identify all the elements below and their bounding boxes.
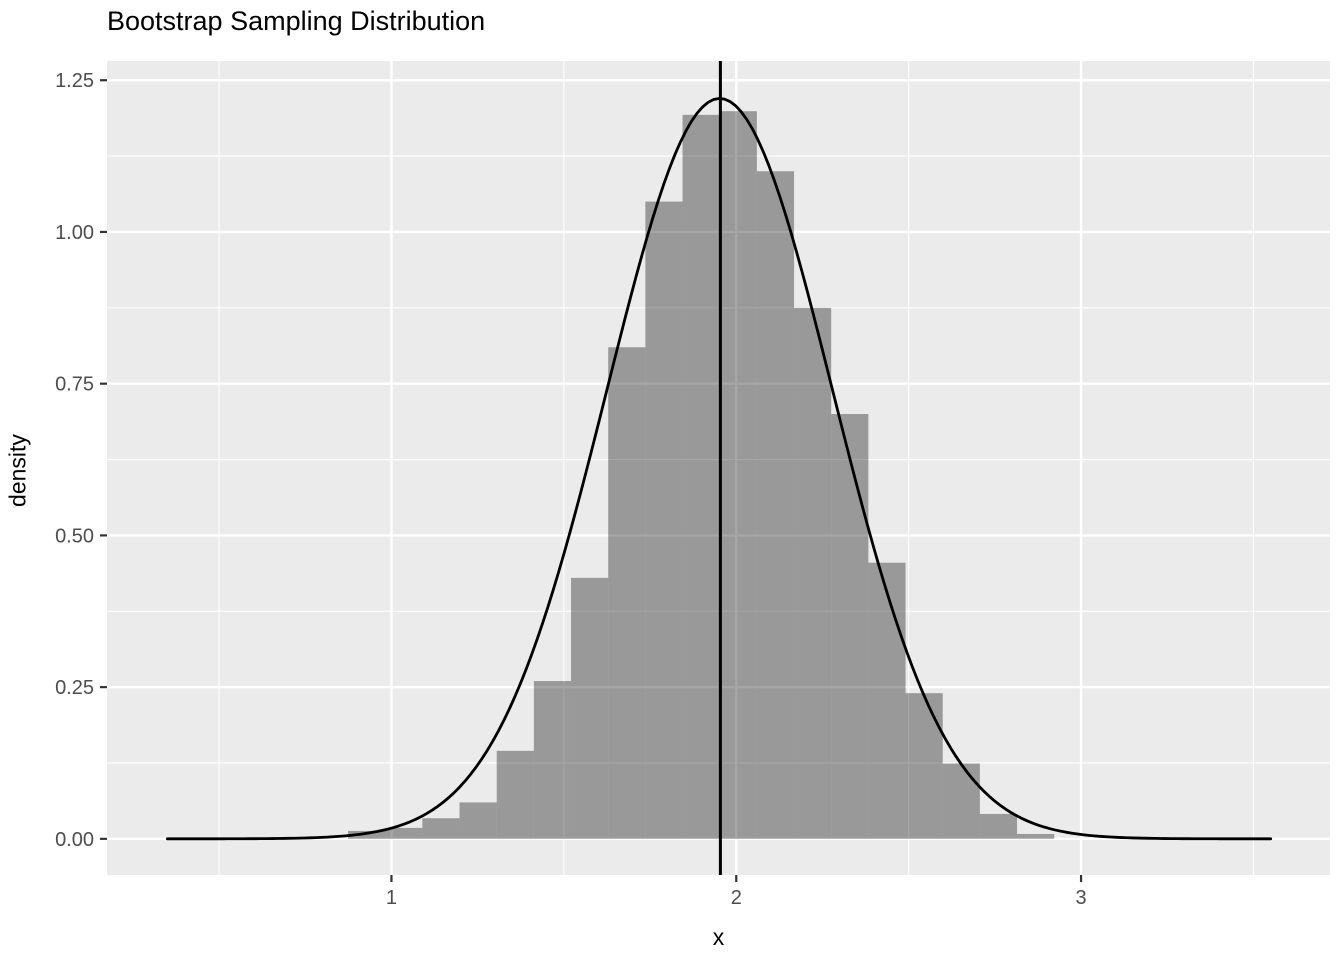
x-axis-title: x [712, 924, 725, 950]
chart-title: Bootstrap Sampling Distribution [107, 6, 486, 36]
histogram-bar [571, 577, 609, 839]
histogram-bar [645, 201, 683, 839]
histogram-bar [385, 827, 423, 839]
histogram-bar [608, 347, 646, 839]
y-tick-label: 0.00 [55, 829, 94, 851]
histogram-bar [756, 171, 795, 839]
histogram-bar [496, 750, 534, 839]
histogram-bar [868, 562, 906, 839]
x-tick-label: 3 [1075, 887, 1086, 909]
histogram-bar [422, 818, 460, 839]
y-tick-label: 1.00 [55, 222, 94, 244]
histogram-bar [459, 802, 497, 839]
x-tick-label: 2 [731, 887, 742, 909]
histogram-bar [905, 693, 943, 839]
histogram-bar [682, 114, 720, 839]
histogram-bar [348, 830, 386, 839]
histogram-bar [1017, 833, 1055, 839]
y-tick-label: 0.25 [55, 677, 94, 699]
panel-background [107, 61, 1330, 875]
histogram-bar [831, 414, 869, 839]
y-tick-label: 0.50 [55, 525, 94, 547]
x-tick-label: 1 [386, 887, 397, 909]
y-tick-label: 1.25 [55, 70, 94, 92]
histogram-bar [942, 763, 980, 839]
y-axis-title: density [4, 434, 31, 507]
histogram-bar [979, 813, 1018, 839]
histogram-bar [719, 111, 757, 839]
y-tick-label: 0.75 [55, 374, 94, 396]
histogram-bar [533, 681, 572, 839]
histogram-bar [794, 307, 832, 839]
